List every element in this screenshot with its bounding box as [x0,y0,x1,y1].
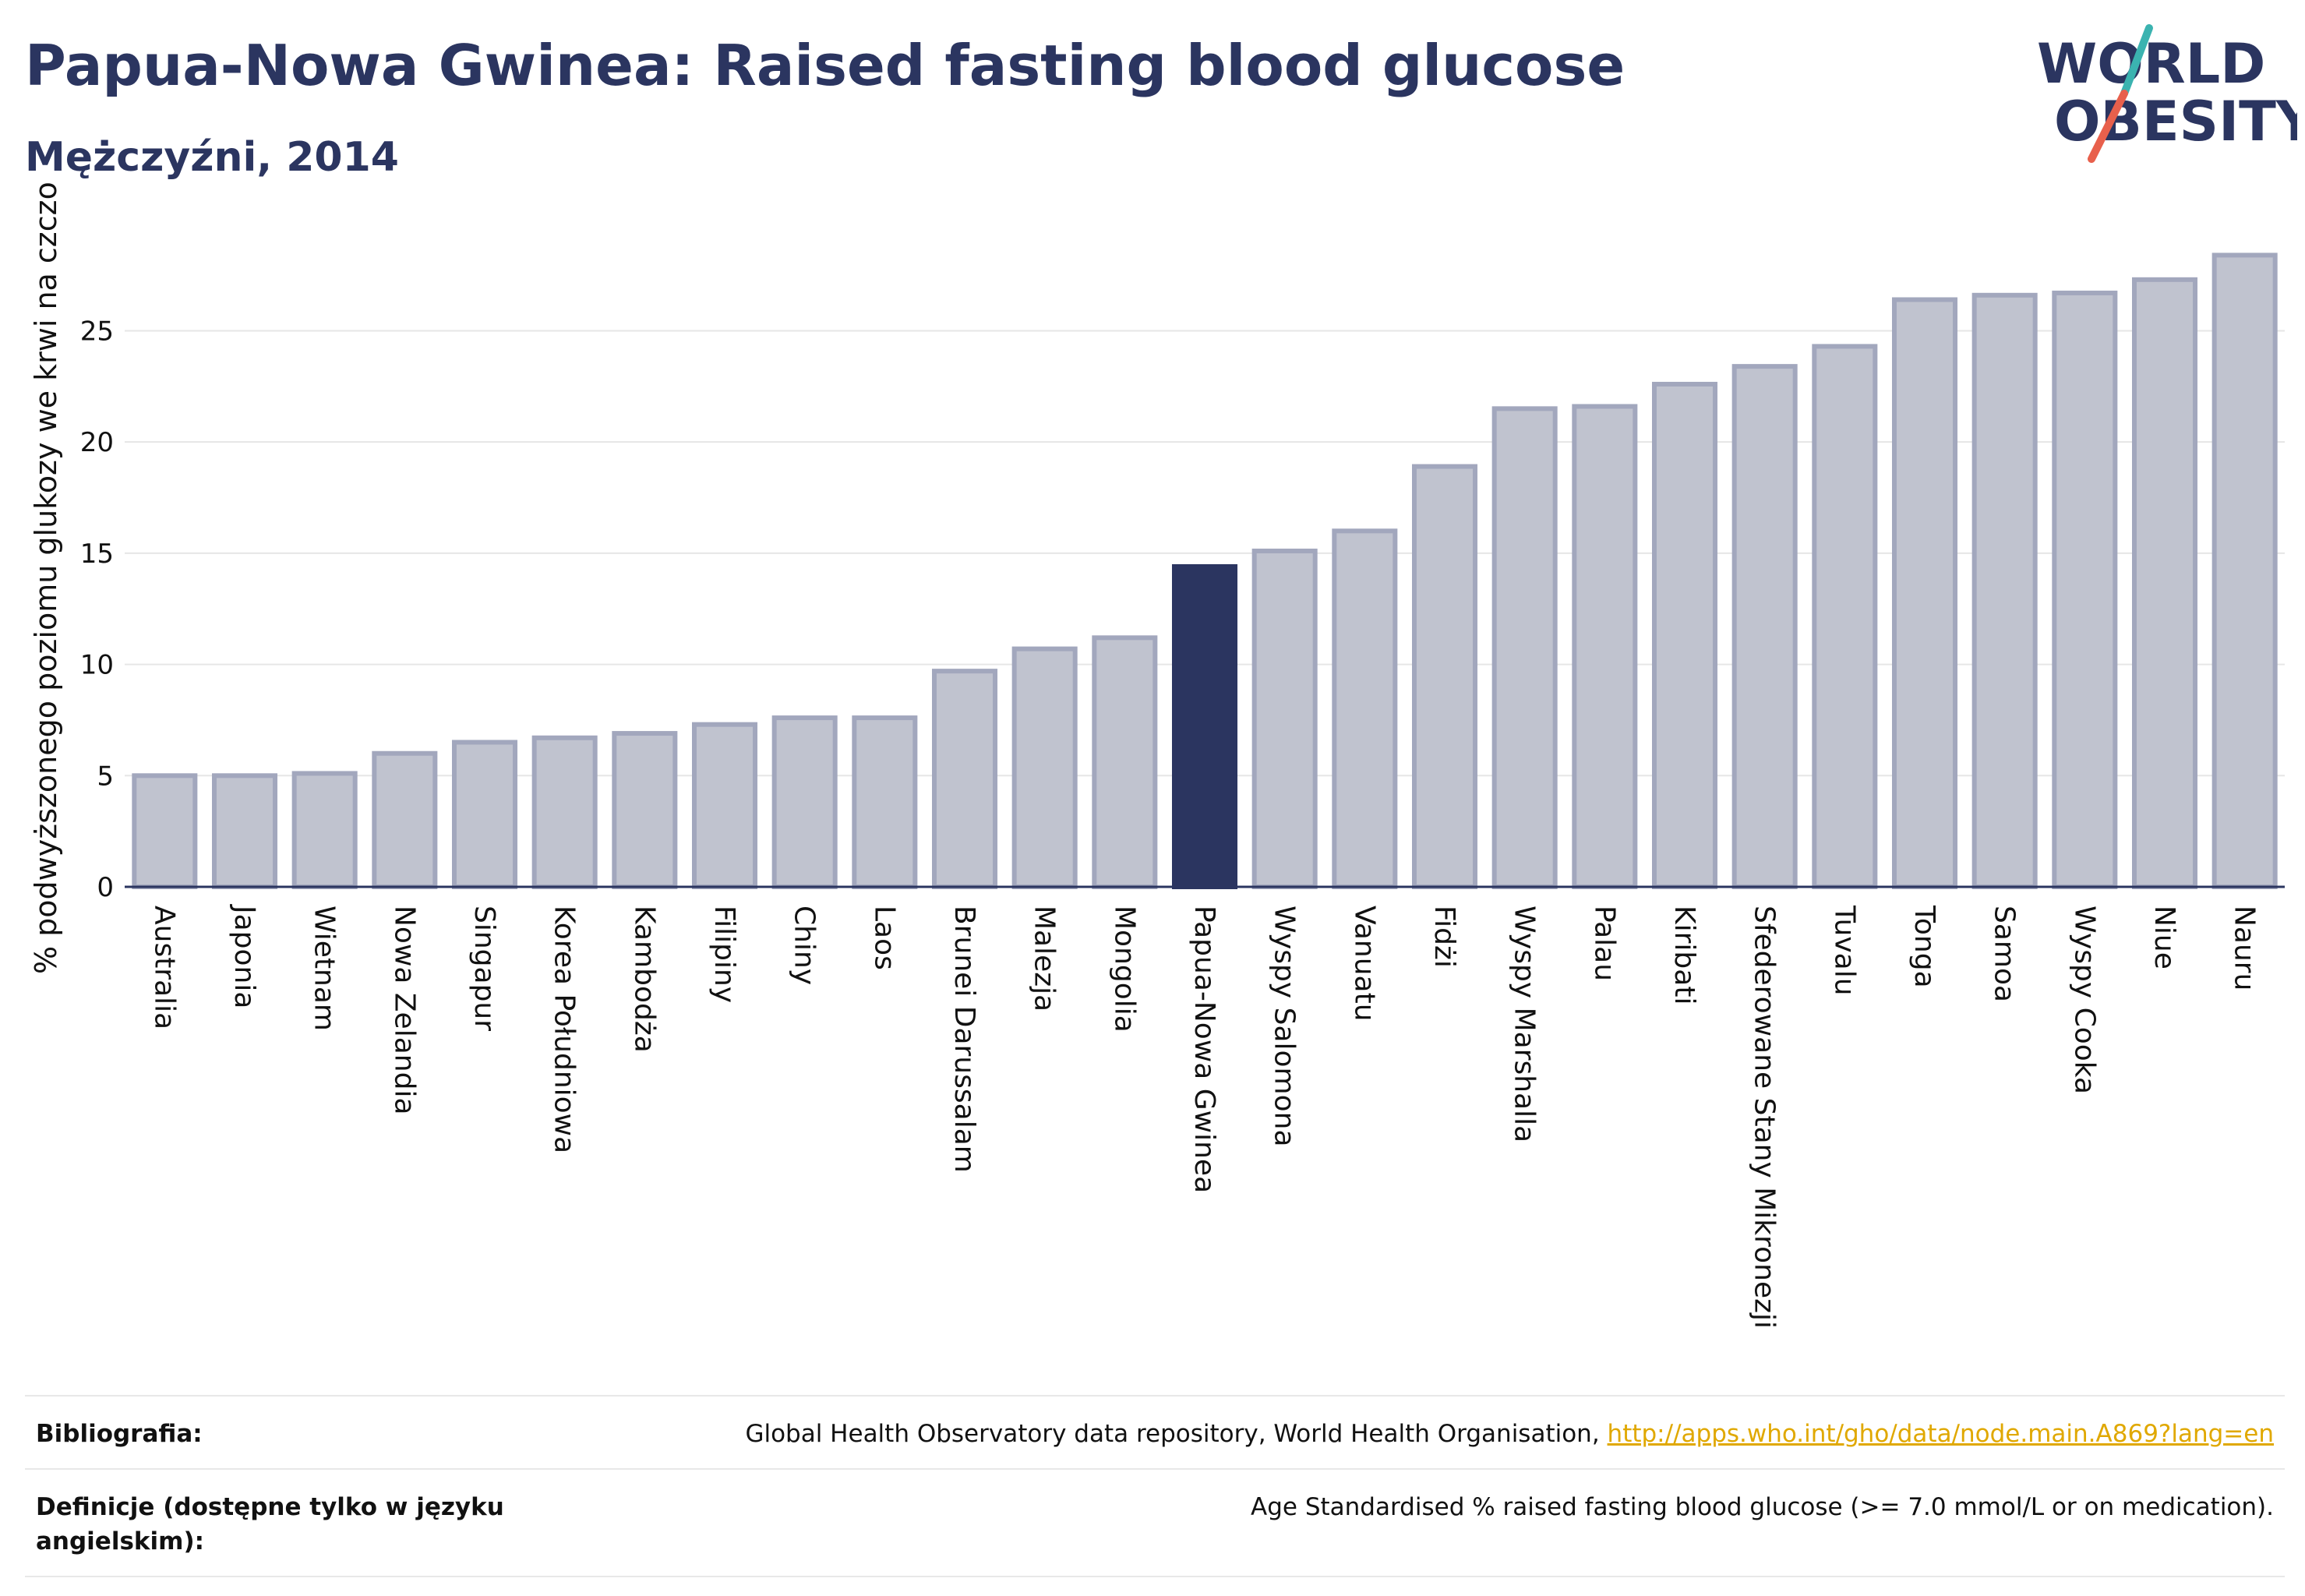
bar [291,771,358,889]
definitions-row: Definicje (dostępne tylko w języku angie… [25,1468,2285,1577]
bar [1572,404,1638,889]
bibliography-text: Global Health Observatory data repositor… [745,1420,1600,1448]
bibliography-value: Global Health Observatory data repositor… [745,1417,2285,1451]
x-tick-label: Brunei Darussalam [948,906,980,1173]
definitions-label: Definicje (dostępne tylko w języku angie… [36,1493,504,1555]
y-tick-label: 20 [80,427,114,458]
x-tick-label: Papua-Nowa Gwinea [1188,906,1220,1193]
x-tick-label: Wyspy Salomona [1269,906,1301,1147]
bar [1491,406,1558,889]
bar-chart: 0 5 10 15 20 25 Australia Japonia Wietnam Nowa Z… [29,182,2285,1329]
x-tick-label: Palau [1588,906,1620,981]
x-tick-label: Korea Południowa [549,906,581,1153]
x-tick-label: Australia [148,906,180,1029]
bar [531,735,598,889]
y-tick-label: 10 [80,650,114,681]
bar [771,715,838,889]
x-tick-label: Vanuatu [1348,906,1380,1022]
y-tick-label: 0 [97,872,114,903]
bibliography-link[interactable]: http://apps.who.int/gho/data/node.main.A… [1607,1420,2274,1448]
x-tick-label: Chiny [789,906,821,985]
bar [2211,252,2278,889]
y-tick-label: 5 [97,761,114,792]
bar [691,722,758,889]
x-tick-label: Mongolia [1108,906,1140,1033]
x-tick-label: Samoa [1989,906,2021,1002]
bar [852,715,918,889]
bar [1411,464,1478,889]
bibliography-row: Bibliografia: Global Health Observatory … [25,1395,2285,1468]
x-tick-label: Niue [2148,906,2180,969]
x-tick-label: Sfederowane Stany Mikronezji [1749,906,1781,1329]
x-tick-label: Singapur [468,906,500,1031]
page-title: Papua-Nowa Gwinea: Raised fasting blood … [25,33,1626,98]
footer-table: Bibliografia: Global Health Observatory … [25,1395,2285,1577]
y-tick-label: 15 [80,538,114,570]
x-tick-label: Japonia [228,904,260,1008]
x-tick-label: Kambodża [628,906,660,1053]
x-tick-label: Wyspy Marshalla [1509,906,1541,1142]
bar [1971,292,2038,889]
bar [451,740,518,890]
bar [132,773,198,890]
x-tick-label: Wyspy Cooka [2068,906,2100,1094]
bar [2052,290,2118,889]
x-tick-label: Fidżi [1428,906,1460,968]
world-obesity-logo: WORLD OBESITY [2037,24,2297,163]
bar [372,750,438,889]
bar [2131,277,2198,889]
x-tick-label: Nauru [2229,906,2261,990]
x-tick-labels: Australia Japonia Wietnam Nowa Zelandia Sing… [148,904,2260,1329]
y-axis-label: % podwyższonego poziomu glukozy we krwi … [29,182,63,974]
bar-highlighted [1171,564,1238,889]
x-tick-label: Tuvalu [1828,905,1860,996]
page-subtitle: Mężczyźni, 2014 [25,134,399,181]
bars [132,252,2278,890]
bar [1891,297,1958,889]
x-tick-label: Tonga [1908,905,1940,988]
y-tick-label: 25 [80,316,114,347]
logo-line1: WORLD [2037,32,2265,96]
x-tick-label: Malezja [1029,906,1061,1012]
bar [931,669,998,889]
x-tick-label: Laos [868,906,900,970]
bar [1251,549,1318,889]
x-tick-label: Kiribati [1668,906,1700,1005]
logo-slash-teal [2120,24,2153,97]
bar [1651,381,1718,890]
definitions-value: Age Standardised % raised fasting blood … [1251,1493,2274,1521]
bar [612,731,678,889]
bar [211,773,278,890]
x-tick-label: Filipiny [708,906,740,1003]
bar [1812,344,1878,889]
y-tick-labels: 0 5 10 15 20 25 [80,316,114,903]
bar [1092,635,1158,889]
logo-line2: OBESITY [2054,90,2297,154]
bar [1011,646,1078,890]
bar [1332,528,1398,889]
bibliography-label: Bibliografia: [36,1420,203,1448]
x-tick-label: Wietnam [309,906,341,1031]
x-tick-label: Nowa Zelandia [388,906,420,1115]
bar [1731,364,1798,889]
logo-slash-red [2088,90,2128,163]
